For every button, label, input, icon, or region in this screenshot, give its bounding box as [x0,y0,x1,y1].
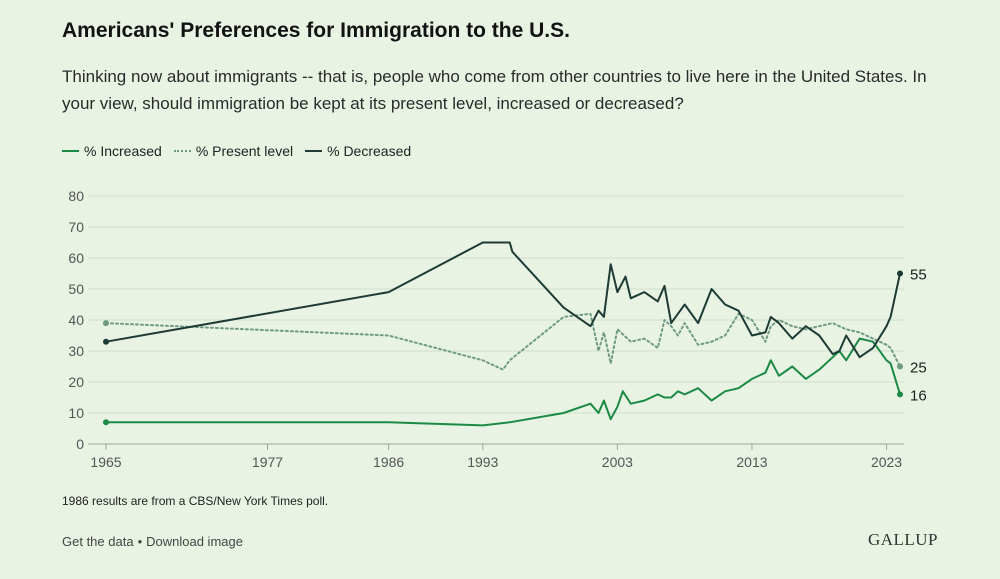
footer-links: Get the data • Download image [62,534,243,549]
x-tick-label-2023: 2023 [871,454,902,470]
legend-swatch-decreased [305,150,323,152]
series-end-label-increased: 16 [910,387,927,404]
source-note: 1986 results are from a CBS/New York Tim… [62,494,329,508]
y-tick-label-0: 0 [76,436,84,452]
chart-subtitle: Thinking now about immigrants -- that is… [62,67,927,113]
x-tick-label-1986: 1986 [373,454,404,470]
legend-swatch-increased [62,150,79,152]
y-tick-label-20: 20 [68,374,84,390]
gallup-logo: GALLUP [867,530,938,549]
legend-label-present: % Present level [195,143,294,159]
series-start-point-increased [103,419,109,426]
y-tick-label-70: 70 [68,219,84,235]
y-tick-label-30: 30 [68,343,84,359]
series-end-point-decreased [897,270,903,277]
series-start-point-decreased [103,338,109,345]
download-image-link[interactable]: Download image [146,534,243,549]
x-tick-label-2003: 2003 [602,454,633,470]
x-tick-label-1965: 1965 [90,454,121,470]
series-end-point-increased [897,391,903,398]
footer-separator: • [137,534,143,549]
chart-legend: % Increased % Present level % Decreased [62,143,423,159]
y-tick-label-40: 40 [68,312,84,328]
legend-item-increased[interactable]: % Increased [62,143,162,159]
series-end-label-present: 25 [910,360,927,377]
y-tick-label-80: 80 [68,188,84,204]
series-end-point-present [897,363,903,370]
y-tick-label-10: 10 [68,405,84,421]
chart-title: Americans' Preferences for Immigration t… [62,19,570,42]
legend-label-decreased: % Decreased [327,143,412,159]
series-line-decreased [105,241,901,359]
series-end-label-decreased: 55 [910,267,927,284]
legend-item-decreased[interactable]: % Decreased [305,143,411,159]
series-line-present [105,312,901,371]
legend-label-increased: % Increased [84,143,162,159]
x-tick-label-1977: 1977 [252,454,283,470]
x-tick-label-2013: 2013 [736,454,767,470]
line-chart: 0 10 20 30 40 50 60 70 80 1965 1977 1986 1993 2003 201… [68,188,927,470]
legend-item-present[interactable]: % Present level [173,143,294,159]
y-tick-label-60: 60 [68,250,84,266]
get-data-link[interactable]: Get the data [62,534,134,549]
y-tick-label-50: 50 [68,281,84,297]
x-tick-label-1993: 1993 [467,454,498,470]
legend-swatch-present [173,150,191,152]
series-start-point-present [103,320,109,327]
